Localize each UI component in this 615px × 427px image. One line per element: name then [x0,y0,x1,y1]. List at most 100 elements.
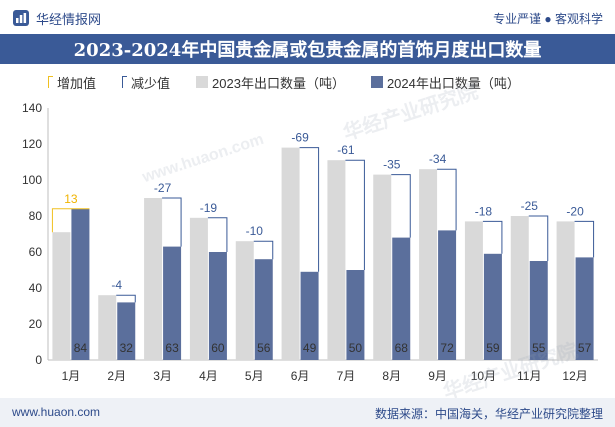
chart-legend: 增加值 减少值 2023年出口数量（吨） 2024年出口数量（吨） [48,73,546,92]
chart-labels: 13 84 -4 32 -27 63 -19 60 -10 56 -69 49 -61 50 -35 68 -3… [64,131,591,355]
bar-2024-data-label: 68 [395,341,409,355]
legend-increase-label: 增加值 [57,75,97,91]
legend-2024-swatch [370,76,383,88]
change-data-label: -19 [200,201,218,215]
chart-axes: 0 20 40 60 80 100 120 140 1月 2月 3月 4月 5月 6月 7月 8月 9月 10月 1… [22,101,598,383]
bar-2024-data-label: 32 [120,341,134,355]
change-data-label: -61 [337,143,355,157]
change-data-label: -4 [111,278,122,292]
bar-2023 [556,221,575,360]
legend-increase-swatch [48,76,53,88]
bar-2023 [144,198,163,360]
bar-2024-data-label: 55 [532,341,546,355]
change-data-label: -25 [521,199,539,213]
bar-2024 [254,259,273,360]
decrease-bracket [574,220,595,258]
legend-item-2023: 2023年出口数量（吨） [196,73,345,92]
decrease-bracket [116,294,136,303]
brand-name: 华经情报网 [36,11,102,27]
x-tick-label: 11月 [517,369,541,383]
decrease-bracket [528,215,549,261]
bar-2023 [373,174,392,360]
bar-2024 [575,257,594,360]
decrease-bracket [162,197,182,247]
bar-2024 [529,261,548,360]
chart-bars [51,147,595,360]
legend-decrease-label: 减少值 [131,75,171,91]
bar-2024-data-label: 84 [74,341,88,355]
bar-2023 [98,295,117,360]
footer-source: 数据来源：中国海关，华经产业研究院整理 [374,407,603,421]
x-tick-label: 6月 [291,369,310,383]
x-tick-label: 7月 [337,369,356,383]
x-tick-label: 5月 [245,369,264,383]
y-tick-label: 140 [22,101,42,115]
bar-2023 [281,147,300,360]
bar-2023 [419,169,438,360]
decrease-bracket [253,240,274,260]
y-tick-label: 100 [22,173,42,187]
bar-2023 [464,221,483,360]
bar-2023 [235,241,254,360]
chart-title: 2023-2024年中国贵金属或包贵金属的首饰月度出口数量 [0,34,615,64]
tagline: 专业严谨 ● 客观科学 [493,12,603,26]
decrease-bracket [391,174,411,238]
legend-2023-swatch [196,76,209,88]
y-tick-label: 0 [35,353,42,367]
bar-2024-data-label: 72 [440,341,454,355]
bar-2023 [327,160,346,360]
change-data-label: -35 [383,158,401,172]
bar-2024 [300,271,319,360]
x-tick-label: 12月 [562,369,587,383]
decrease-bracket [345,159,365,270]
change-data-label: -10 [246,224,264,238]
change-data-label: -69 [291,131,309,145]
bar-2023 [189,217,208,360]
legend-item-2024: 2024年出口数量（吨） [370,73,520,92]
bar-2024-data-label: 57 [578,341,592,355]
x-tick-label: 8月 [382,369,401,383]
legend-item-decrease: 减少值 [122,73,170,92]
change-data-label: -34 [429,152,447,166]
bar-2024 [438,230,457,360]
bar-2024-data-label: 60 [211,341,225,355]
bar-2024 [163,246,182,360]
brand: 华经情报网 [12,9,101,27]
header-bar: 华经情报网 专业严谨 ● 客观科学 [0,0,615,34]
legend-decrease-swatch [122,76,128,88]
x-tick-label: 10月 [471,369,496,383]
bar-2024 [346,270,365,360]
y-tick-label: 60 [29,245,43,259]
change-data-label: -20 [566,204,584,218]
bar-2024-data-label: 50 [349,341,363,355]
brand-logo-icon [13,10,29,26]
change-data-label: 13 [64,192,78,206]
change-data-label: -18 [475,204,493,218]
y-tick-label: 40 [29,281,43,295]
bar-2024 [117,302,136,360]
footer-bar: www.huaon.com 数据来源：中国海关，华经产业研究院整理 [0,398,615,427]
bar-2024 [392,237,411,360]
decrease-bracket [207,217,228,252]
bar-2024-data-label: 56 [257,341,271,355]
legend-2024-label: 2024年出口数量（吨） [386,75,520,91]
legend-item-increase: 增加值 [48,73,96,92]
x-tick-label: 9月 [428,369,447,383]
bar-2024 [208,252,227,360]
decrease-bracket [299,147,320,272]
bar-2024 [483,253,502,360]
increase-bracket [51,208,90,233]
bar-2024-data-label: 63 [165,341,179,355]
y-tick-label: 20 [29,317,43,331]
bar-2023 [52,232,71,360]
bar-2023 [510,216,529,360]
footer-website: www.huaon.com [12,405,101,419]
legend-2023-label: 2023年出口数量（吨） [212,75,345,91]
bar-2024-data-label: 49 [303,341,317,355]
x-tick-label: 4月 [199,369,218,383]
x-tick-label: 3月 [153,369,172,383]
x-tick-label: 2月 [107,369,126,383]
bar-2024-data-label: 59 [486,341,500,355]
change-data-label: -27 [154,181,172,195]
